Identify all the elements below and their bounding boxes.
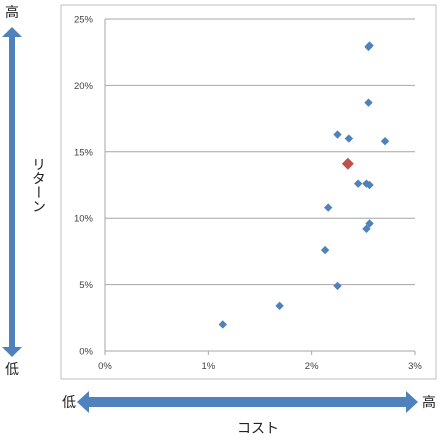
data-point <box>365 41 374 50</box>
highlight-point <box>341 157 354 170</box>
x-tick-label: 0% <box>98 361 112 372</box>
cost-high-label: 高 <box>422 394 436 411</box>
data-point <box>362 224 371 234</box>
chart-frame <box>60 4 437 380</box>
data-point <box>275 301 284 311</box>
y-tick-label: 25% <box>74 15 94 26</box>
data-point <box>320 245 330 255</box>
data-point <box>218 320 227 329</box>
data-point <box>362 179 371 188</box>
x-tick-label: 1% <box>201 361 215 372</box>
y-tick-labels: 0% 5% 10% 15% 20% 25% <box>74 15 94 358</box>
y-tick-label: 15% <box>74 147 94 158</box>
x-tick-labels: 0% 1% 2% 3% <box>98 361 422 372</box>
return-arrow <box>2 27 22 357</box>
y-tick-label: 10% <box>74 214 94 225</box>
data-point <box>324 203 333 212</box>
data-point <box>364 98 373 107</box>
y-tick-label: 0% <box>79 347 93 358</box>
y-axis-label: リターン <box>30 157 46 213</box>
y-tick-label: 20% <box>74 81 94 92</box>
data-point <box>353 179 363 188</box>
data-point <box>344 134 354 143</box>
data-point <box>333 281 342 291</box>
data-point <box>365 219 374 228</box>
x-tick-label: 3% <box>408 361 422 372</box>
y-tick-label: 5% <box>79 280 93 291</box>
cost-low-label: 低 <box>62 395 76 411</box>
cost-arrow <box>77 391 418 413</box>
data-point <box>333 130 342 139</box>
data-point <box>365 180 374 190</box>
x-axis-label: コスト <box>237 421 279 437</box>
return-high-label: 高 <box>5 4 19 21</box>
grid-lines <box>104 18 416 355</box>
data-points <box>218 41 390 329</box>
return-low-label: 低 <box>5 362 19 378</box>
x-tick-label: 2% <box>305 361 319 372</box>
data-point <box>380 136 390 146</box>
